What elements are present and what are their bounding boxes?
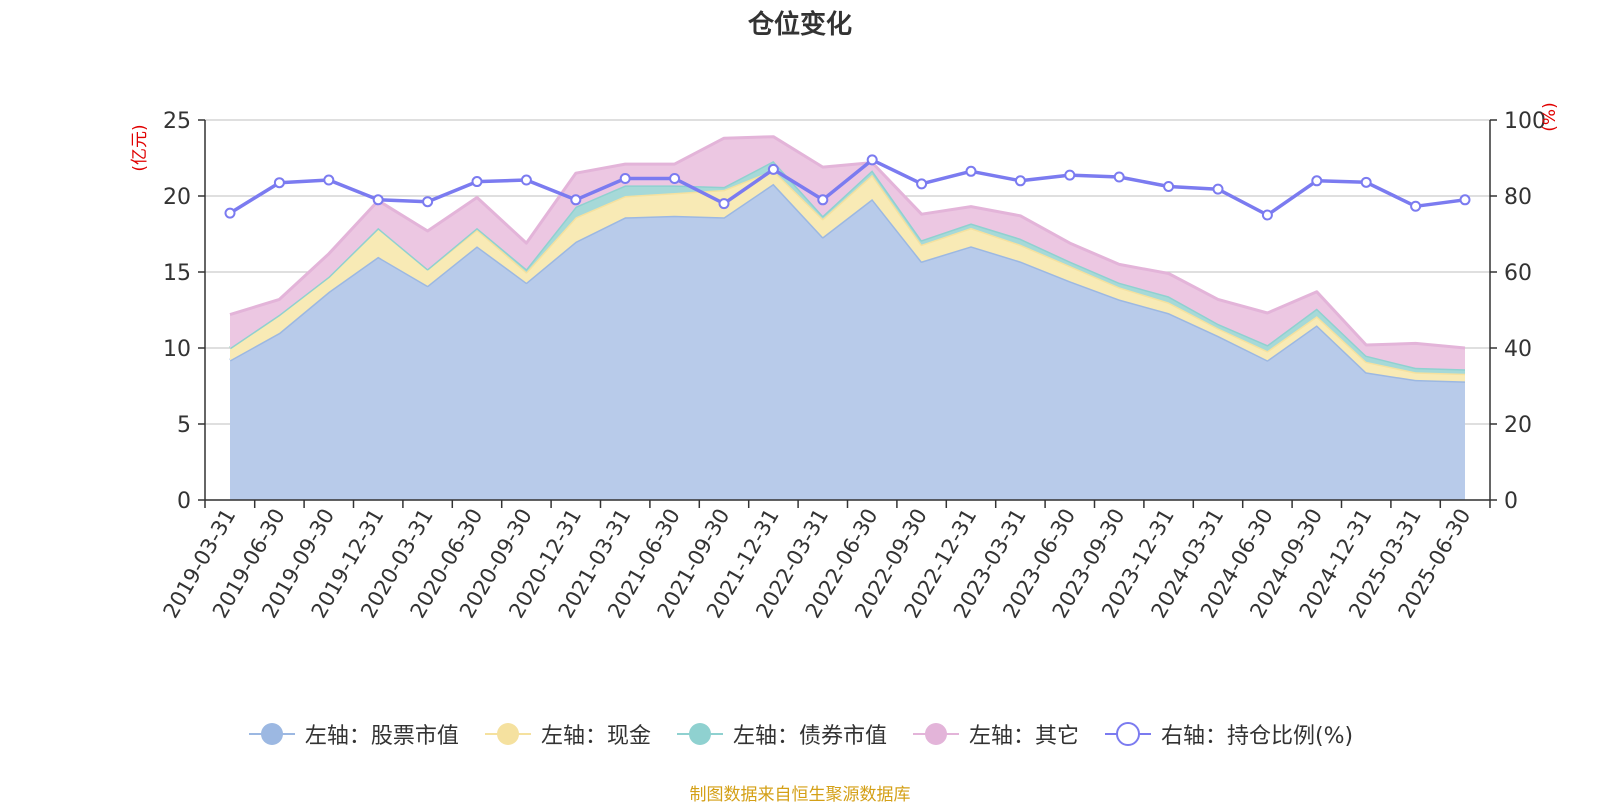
legend-area-marker-icon [912, 723, 959, 745]
ratio-point [718, 198, 730, 210]
legend-item[interactable]: 左轴：其它 [911, 718, 1079, 750]
ratio-point [1064, 169, 1076, 181]
area-series-3 [230, 136, 1465, 370]
right-tick-label: 80 [1504, 185, 1532, 210]
ratio-point [471, 176, 483, 188]
ratio-point [619, 173, 631, 185]
ratio-point [1459, 194, 1471, 206]
legend-area-marker-icon [676, 723, 723, 745]
ratio-point [965, 165, 977, 177]
ratio-point [273, 177, 285, 189]
area-series-0 [230, 183, 1465, 501]
legend-item[interactable]: 左轴：股票市值 [247, 718, 459, 750]
right-tick-label: 0 [1504, 489, 1518, 514]
area-edge-series-3 [229, 135, 1466, 350]
ratio-point [1163, 181, 1175, 192]
legend-line-marker-icon [1104, 722, 1151, 746]
legend-item[interactable]: 左轴：债券市值 [675, 718, 887, 750]
ratio-point [866, 154, 878, 166]
legend-label: 左轴：其它 [968, 724, 1079, 749]
legend-label: 左轴：股票市值 [304, 724, 459, 749]
ratio-point [817, 194, 829, 206]
left-axis-title: (亿元) [130, 124, 150, 171]
left-tick-label: 0 [177, 489, 191, 514]
left-tick-label: 25 [163, 109, 191, 134]
stacked-areas [229, 135, 1466, 501]
area-series-1 [230, 170, 1465, 382]
legend-area-marker-icon [484, 723, 531, 745]
ratio-point [372, 194, 384, 206]
right-tick-label: 20 [1504, 413, 1532, 438]
left-tick-label: 20 [163, 185, 191, 210]
ratio-point [669, 173, 681, 185]
legend-label: 左轴：现金 [540, 724, 651, 749]
legend-label: 左轴：债券市值 [732, 724, 887, 749]
ratio-point [767, 163, 779, 175]
left-tick-label: 5 [177, 413, 191, 438]
ratio-point [1410, 200, 1422, 212]
ratio-point [1014, 175, 1026, 187]
right-tick-label: 60 [1504, 261, 1532, 286]
right-axis-title: (%) [1540, 102, 1560, 131]
right-tick-label: 100 [1504, 109, 1546, 134]
legend-item[interactable]: 左轴：现金 [483, 718, 651, 750]
legend-label: 右轴：持仓比例(%) [1160, 724, 1354, 749]
ratio-line-path [229, 158, 1466, 217]
ratio-point [1212, 183, 1224, 195]
chart-title: 仓位变化 [747, 10, 852, 40]
ratio-point [323, 174, 335, 186]
legend-area-marker-icon [248, 723, 295, 745]
ratio-point [1311, 175, 1323, 187]
source-note: 制图数据来自恒生聚源数据库 [689, 785, 911, 805]
ratio-point [520, 174, 532, 186]
ratio-point [422, 196, 434, 208]
legend-item[interactable]: 右轴：持仓比例(%) [1103, 718, 1353, 750]
ratio-point [570, 194, 582, 206]
ratio-line [224, 154, 1471, 221]
ratio-point [1261, 209, 1273, 221]
ratio-point [1360, 176, 1372, 188]
right-tick-label: 40 [1504, 337, 1532, 362]
left-tick-label: 15 [163, 261, 191, 286]
ratio-point [1113, 171, 1125, 183]
left-tick-label: 10 [163, 337, 191, 362]
ratio-point [224, 207, 236, 219]
ratio-point [916, 178, 928, 190]
legend: 左轴：股票市值 左轴：现金 左轴：债券市值 左轴：其它 右轴：持仓比例(%) [0, 718, 1600, 750]
